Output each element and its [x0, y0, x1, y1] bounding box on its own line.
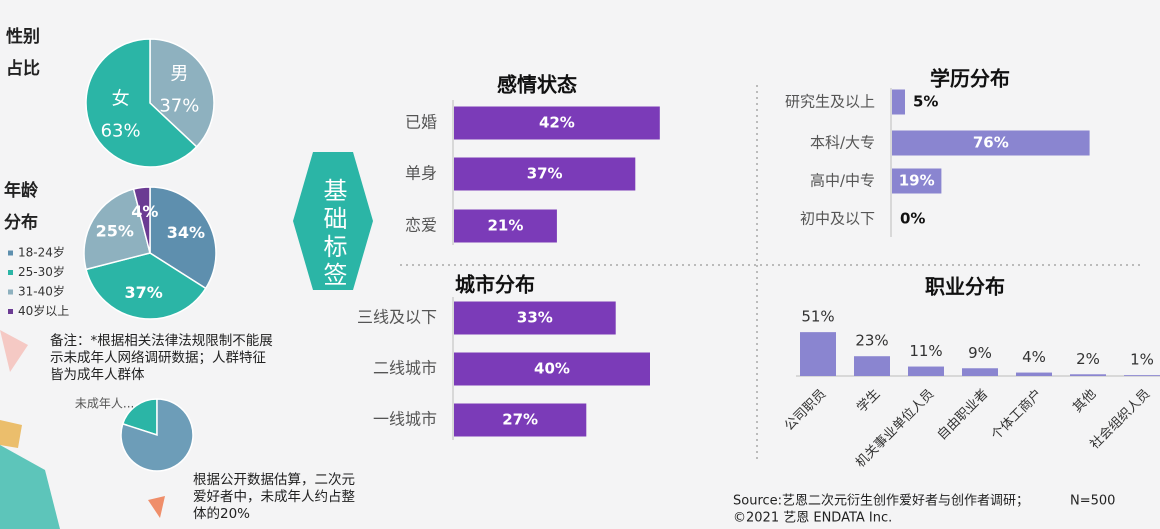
category-label: 学生	[854, 386, 884, 416]
slice-label: 未成年人...	[75, 396, 134, 410]
category-label: 研究生及以上	[785, 93, 875, 111]
legend-swatch	[8, 270, 13, 275]
bar	[892, 130, 1090, 156]
source: Source:艺恩二次元衍生创作爱好者与创作者调研；	[733, 493, 1029, 509]
bar	[908, 366, 944, 376]
category-label: 高中/中专	[810, 172, 875, 190]
legend-swatch	[8, 309, 13, 314]
category-label: 公司职员	[782, 387, 829, 434]
value-label: 0%	[900, 210, 925, 228]
chart-title: 学历分布	[930, 67, 1010, 91]
bar	[454, 403, 587, 437]
bar	[1016, 372, 1052, 376]
value-label: 5%	[913, 93, 938, 111]
category-label: 本科/大专	[810, 134, 875, 152]
category-label: 单身	[405, 164, 437, 183]
value-label: 42%	[539, 114, 575, 132]
category-label: 一线城市	[373, 410, 437, 429]
value-label: 19%	[899, 172, 935, 190]
legend-swatch	[8, 250, 13, 256]
value-label: 40%	[534, 360, 570, 378]
value-label: 51%	[801, 308, 834, 326]
chart-title: 年龄分布	[4, 181, 38, 233]
bar	[454, 157, 636, 191]
value-label: 37%	[124, 283, 162, 302]
bar	[892, 89, 905, 115]
category-label: 个体工商户	[988, 386, 1045, 443]
decoration	[0, 330, 28, 372]
value-label: 34%	[167, 223, 205, 242]
value-label: 25%	[96, 222, 134, 241]
slice-label: 男	[170, 63, 188, 84]
decoration	[148, 496, 165, 518]
category-label: 已婚	[405, 113, 437, 132]
category-label: 二线城市	[373, 359, 437, 378]
bar	[854, 356, 890, 376]
legend-label: 31-40岁	[18, 284, 65, 299]
legend-swatch	[8, 289, 13, 295]
chart-title: 城市分布	[455, 273, 535, 297]
category-label: 自由职业者	[935, 387, 992, 444]
pie-slice	[120, 398, 194, 472]
chart-title: 感情状态	[497, 73, 577, 97]
bar	[454, 352, 650, 386]
bar	[892, 168, 942, 194]
decoration	[0, 445, 60, 529]
bar	[1124, 375, 1160, 376]
value-label: 27%	[502, 411, 538, 429]
category-label: 恋爱	[405, 216, 437, 235]
bar	[1070, 374, 1106, 376]
decoration	[0, 420, 22, 448]
value-label: 1%	[1130, 351, 1154, 369]
category-label: 其他	[1070, 387, 1099, 416]
value-label: 76%	[973, 134, 1009, 152]
pie-slice	[85, 252, 207, 320]
bar	[454, 106, 660, 140]
legend-label: 25-30岁	[18, 264, 65, 279]
pie-slice	[85, 38, 198, 168]
chart-title: 性别占比	[6, 27, 40, 79]
caption: 根据公开数据估算，二次元爱好者中，未成年人约占整体的20%	[193, 472, 355, 522]
pie-slice	[149, 38, 215, 148]
category-label: 初中及以下	[800, 210, 875, 228]
copyright: ©2021 艺恩 ENDATA Inc.	[733, 511, 892, 526]
value-label: 9%	[968, 344, 992, 362]
bar	[454, 209, 557, 243]
pie-slice	[132, 186, 151, 254]
pie-slice	[83, 188, 151, 271]
value-label: 23%	[855, 332, 888, 350]
value-label: 4%	[1022, 348, 1046, 366]
value-label: 2%	[1076, 350, 1100, 368]
bar	[800, 332, 836, 376]
bar	[454, 301, 616, 335]
value-label: 33%	[517, 309, 553, 327]
value-label: 11%	[909, 342, 942, 360]
value-label: 37%	[159, 95, 199, 116]
badge	[293, 152, 373, 290]
slice-label: 女	[112, 89, 130, 110]
bar	[962, 368, 998, 376]
value-label: 4%	[131, 202, 158, 221]
chart-title: 职业分布	[925, 275, 1005, 299]
category-label: 三线及以下	[357, 308, 437, 327]
legend-label: 18-24岁	[18, 245, 65, 260]
badge-text: 基础标签	[319, 178, 347, 290]
sample-size: N=500	[1070, 494, 1115, 509]
value-label: 63%	[101, 121, 141, 142]
legend-label: 40岁以上	[18, 303, 69, 318]
value-label: 21%	[487, 217, 523, 235]
value-label: 37%	[527, 165, 563, 183]
note: 备注：*根据相关法律法规限制不能展示未成年人网络调研数据；人群特征皆为成年人群体	[50, 333, 273, 383]
